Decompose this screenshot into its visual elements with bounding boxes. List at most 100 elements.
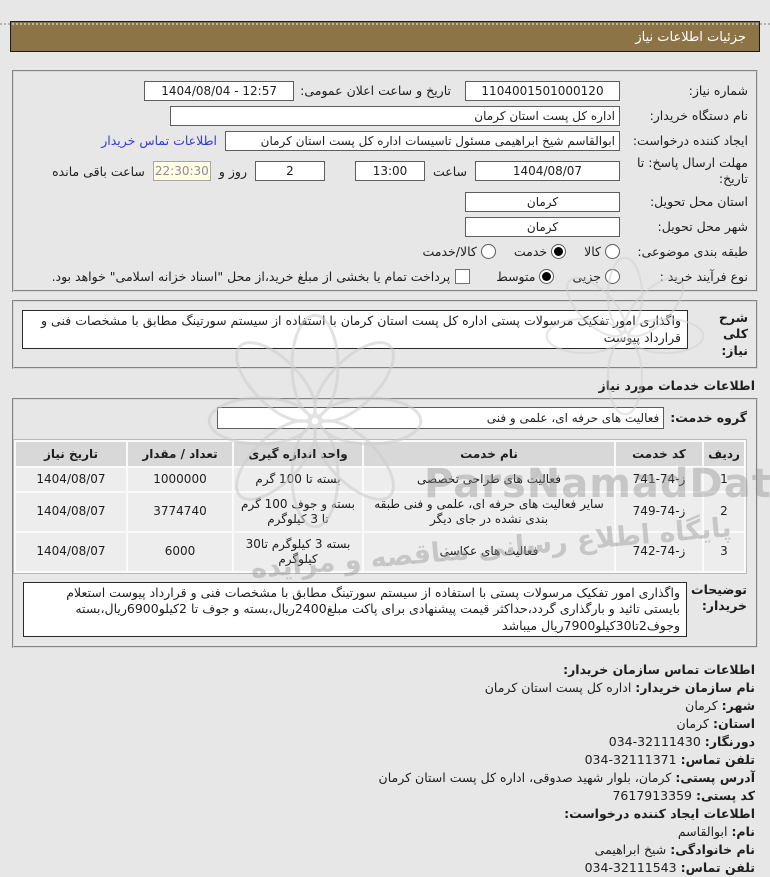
top-dotted-divider xyxy=(0,23,770,25)
table-cell: 6000 xyxy=(128,532,232,571)
announce-datetime-label: تاریخ و ساعت اعلان عمومی: xyxy=(300,83,451,98)
deadline-hour-label: ساعت xyxy=(432,163,467,179)
delivery-province-label: استان محل تحویل: xyxy=(649,193,748,209)
table-cell: ز-74-742 xyxy=(616,532,702,571)
radio-medium[interactable] xyxy=(539,269,555,284)
subject-class-label: طبقه بندی موضوعی: xyxy=(637,243,748,259)
general-desc-panel: شرح کلی نیاز: واگذاری امور تفکیک مرسولات… xyxy=(12,300,758,369)
request-creator-row: ایجاد کننده درخواست: ابوالقاسم شیخ ابراه… xyxy=(22,128,748,153)
buyer-contact-link[interactable]: اطلاعات تماس خریدار xyxy=(101,133,217,148)
page-title: جزئیات اطلاعات نیاز xyxy=(10,21,760,52)
table-cell: بسته و جوف 100 گرم تا 3 کیلوگرم xyxy=(234,492,362,531)
need-info-panel: شماره نیاز: 1104001501000120 تاریخ و ساع… xyxy=(12,70,758,292)
days-and-label: روز و xyxy=(218,163,247,179)
treasury-docs-checkbox[interactable] xyxy=(455,269,471,284)
reply-deadline-row: مهلت ارسال پاسخ: تا تاریخ: 1404/08/07 سا… xyxy=(22,153,748,189)
radio-goods[interactable] xyxy=(605,244,620,259)
services-section-heading: اطلاعات خدمات مورد نیاز xyxy=(598,377,756,393)
need-number-label: شماره نیاز: xyxy=(688,82,748,98)
request-creator-field[interactable]: ابوالقاسم شیخ ابراهیمی مسئول تاسیسات ادا… xyxy=(225,130,620,151)
contact-line: تلفن تماس: 32111543-034 xyxy=(584,860,755,876)
table-cell: 1404/08/07 xyxy=(16,492,126,531)
delivery-province-row: استان محل تحویل: کرمان xyxy=(22,189,748,214)
table-cell: سایر فعالیت های حرفه ای، علمی و فنی طبقه… xyxy=(364,492,614,531)
contact-line: شهر: کرمان xyxy=(685,698,755,714)
table-cell: 1000000 xyxy=(128,467,232,491)
contact-line: کد پستی: 7617913359 xyxy=(612,788,755,804)
delivery-city-label: شهر محل تحویل: xyxy=(657,218,748,234)
col-row-number: ردیف xyxy=(704,441,744,466)
radio-service-label: خدمت xyxy=(513,244,548,259)
deadline-date-field[interactable]: 1404/08/07 xyxy=(475,161,620,181)
contact-line: دورنگار: 32111430-034 xyxy=(608,734,755,750)
radio-medium-label: متوسط xyxy=(496,269,536,284)
contact-line: استان: کرمان xyxy=(676,716,755,732)
table-cell: بسته 3 کیلوگرم تا30 کیلوگرم xyxy=(234,532,362,571)
hours-remaining-label: ساعت باقی مانده xyxy=(52,163,145,179)
radio-partial[interactable] xyxy=(605,269,620,284)
general-desc-field[interactable]: واگذاری امور تفکیک مرسولات پستی اداره کل… xyxy=(22,310,688,349)
table-row: 2 ز-74-749 سایر فعالیت های حرفه ای، علمی و… xyxy=(16,492,744,531)
table-cell: 1404/08/07 xyxy=(16,467,126,491)
table-cell: ز-74-741 xyxy=(616,467,702,491)
table-cell: فعالیت های عکاسی xyxy=(364,532,614,571)
remaining-days-field[interactable]: 2 xyxy=(254,161,325,181)
table-cell: فعالیت های طراحی تخصصی xyxy=(364,467,614,491)
services-panel: گروه خدمت: فعالیت های حرفه ای، علمی و فن… xyxy=(12,397,758,649)
need-number-row: شماره نیاز: 1104001501000120 تاریخ و ساع… xyxy=(22,78,748,103)
buyer-device-label: نام دستگاه خریدار: xyxy=(649,107,748,123)
service-group-field[interactable]: فعالیت های حرفه ای، علمی و فنی xyxy=(217,406,665,429)
table-cell: 3 xyxy=(704,532,744,571)
need-number-field[interactable]: 1104001501000120 xyxy=(465,80,620,101)
buyer-notes-label: توضیحات خریدار: xyxy=(691,581,747,613)
radio-service[interactable] xyxy=(551,244,567,259)
col-need-date: تاریخ نیاز xyxy=(16,441,126,466)
col-service-code: کد خدمت xyxy=(616,441,702,466)
request-creator-label: ایجاد کننده درخواست: xyxy=(632,132,748,148)
radio-goods-label: کالا xyxy=(584,244,601,259)
buyer-notes-field[interactable]: واگذاری امور تفکیک مرسولات پستی با استفا… xyxy=(23,581,687,638)
treasury-docs-label: پرداخت تمام یا بخشی از مبلغ خرید،از محل … xyxy=(51,269,451,284)
buyer-contact-heading: اطلاعات تماس سازمان خریدار: xyxy=(563,662,755,678)
table-cell: 1 xyxy=(704,467,744,491)
col-service-name: نام خدمت xyxy=(364,441,614,466)
purchase-process-row: نوع فرآیند خرید : جزیی متوسط پرداخت تمام… xyxy=(22,264,748,289)
delivery-province-field[interactable]: کرمان xyxy=(465,191,620,212)
buyer-device-row: نام دستگاه خریدار: اداره کل پست استان کر… xyxy=(22,103,748,128)
table-cell: بسته تا 100 گرم xyxy=(234,467,362,491)
service-table-body: 1 ز-74-741 فعالیت های طراحی تخصصی بسته تا 1… xyxy=(16,467,744,571)
contact-line: تلفن تماس: 32111371-034 xyxy=(584,752,755,768)
radio-partial-label: جزیی xyxy=(572,269,601,284)
table-cell: 3774740 xyxy=(128,492,232,531)
purchase-process-label: نوع فرآیند خرید : xyxy=(659,268,748,284)
subject-class-row: طبقه بندی موضوعی: کالا خدمت کالا/خدمت xyxy=(22,239,748,264)
table-row: 3 ز-74-742 فعالیت های عکاسی بسته 3 کیلوگرم … xyxy=(16,532,744,571)
col-unit: واحد اندازه گیری xyxy=(234,441,362,466)
radio-goods-service-label: کالا/خدمت xyxy=(422,244,477,259)
general-desc-label: شرح کلی نیاز: xyxy=(718,310,748,358)
contact-line: نام: ابوالقاسم xyxy=(677,824,755,840)
reply-deadline-label: مهلت ارسال پاسخ: تا تاریخ: xyxy=(637,155,748,186)
delivery-city-field[interactable]: کرمان xyxy=(465,216,620,237)
radio-goods-service[interactable] xyxy=(480,244,496,259)
creator-contact-lines: نام: ابوالقاسم نام خانوادگی: شیخ ابراهیمی… xyxy=(15,823,755,877)
table-cell: ز-74-749 xyxy=(616,492,702,531)
announce-datetime-field[interactable]: 1404/08/04 - 12:57 xyxy=(144,80,295,101)
need-details-page: { "page": { "title_bar": "جزئیات اطلاعات… xyxy=(0,21,770,875)
buyer-notes-row: توضیحات خریدار: واگذاری امور تفکیک مرسول… xyxy=(23,581,747,638)
buyer-contact-lines: نام سازمان خریدار: اداره کل پست استان کر… xyxy=(15,679,755,805)
creator-contact-heading: اطلاعات ایجاد کننده درخواست: xyxy=(564,806,755,822)
col-quantity: تعداد / مقدار xyxy=(128,441,232,466)
service-group-row: گروه خدمت: فعالیت های حرفه ای، علمی و فن… xyxy=(23,406,747,429)
contact-line: نام سازمان خریدار: اداره کل پست استان کر… xyxy=(484,680,755,696)
table-cell: 2 xyxy=(704,492,744,531)
buyer-device-field[interactable]: اداره کل پست استان کرمان xyxy=(170,105,620,126)
service-group-label: گروه خدمت: xyxy=(670,410,747,426)
deadline-time-field[interactable]: 13:00 xyxy=(354,161,425,181)
delivery-city-row: شهر محل تحویل: کرمان xyxy=(22,214,748,239)
services-table: ردیف کد خدمت نام خدمت واحد اندازه گیری ت… xyxy=(13,438,747,574)
countdown-timer: 22:30:30 xyxy=(152,161,211,181)
contact-line: نام خانوادگی: شیخ ابراهیمی xyxy=(594,842,755,858)
table-cell: 1404/08/07 xyxy=(16,532,126,571)
table-header-row: ردیف کد خدمت نام خدمت واحد اندازه گیری ت… xyxy=(16,441,744,466)
